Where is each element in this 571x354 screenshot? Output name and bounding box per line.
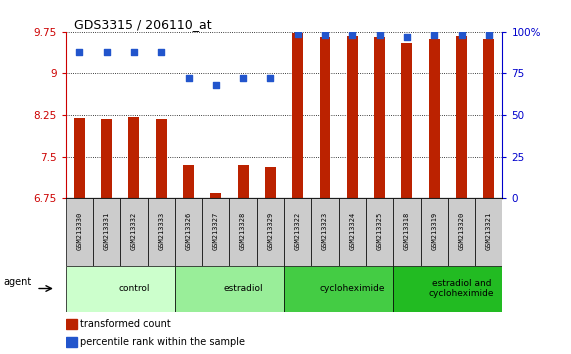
Bar [257,198,284,266]
Bar [66,266,175,312]
Bar [74,118,85,198]
Text: GSM213319: GSM213319 [431,211,437,250]
Text: GSM213325: GSM213325 [377,211,383,250]
Bar [448,198,475,266]
Bar [475,198,502,266]
Bar [120,198,147,266]
Bar [339,198,366,266]
Bar [93,198,120,266]
Bar [320,38,331,198]
Point [484,32,493,38]
Bar [238,165,248,198]
Point [211,82,220,88]
Point [266,76,275,81]
Point [239,76,248,81]
Text: GDS3315 / 206110_at: GDS3315 / 206110_at [74,18,212,31]
Bar [347,36,358,198]
Bar [393,198,421,266]
Point [457,32,466,38]
Point [348,32,357,38]
Bar [156,119,167,198]
Text: agent: agent [3,276,31,287]
Text: control: control [118,284,150,293]
Bar [210,193,222,198]
Text: GSM213320: GSM213320 [459,211,465,250]
Bar [147,198,175,266]
Text: GSM213327: GSM213327 [213,211,219,250]
Bar [66,337,77,347]
Point [429,32,439,38]
Bar [292,33,303,198]
Point [156,49,166,55]
Text: cycloheximide: cycloheximide [320,284,385,293]
Bar [393,266,502,312]
Point [403,34,412,40]
Point [130,49,139,55]
Bar [484,39,494,198]
Text: GSM213332: GSM213332 [131,211,137,250]
Bar [175,198,202,266]
Text: percentile rank within the sample: percentile rank within the sample [79,337,244,347]
Bar [230,198,257,266]
Bar [366,198,393,266]
Bar [101,119,112,198]
Point [184,76,193,81]
Point [375,32,384,38]
Text: GSM213324: GSM213324 [349,211,355,250]
Text: estradiol: estradiol [223,284,263,293]
Point [75,49,84,55]
Text: GSM213330: GSM213330 [77,211,82,250]
Text: GSM213328: GSM213328 [240,211,246,250]
Bar [202,198,230,266]
Bar [421,198,448,266]
Bar [265,167,276,198]
Bar [183,165,194,198]
Bar [66,198,93,266]
Text: GSM213323: GSM213323 [322,211,328,250]
Text: GSM213333: GSM213333 [158,211,164,250]
Bar [175,266,284,312]
Bar [374,38,385,198]
Text: GSM213326: GSM213326 [186,211,191,250]
Text: estradiol and
cycloheximide: estradiol and cycloheximide [429,279,494,298]
Bar [284,198,311,266]
Text: transformed count: transformed count [79,319,170,329]
Point [293,31,302,36]
Text: GSM213321: GSM213321 [486,211,492,250]
Bar [401,43,412,198]
Bar [284,266,393,312]
Text: GSM213318: GSM213318 [404,211,410,250]
Bar [66,319,77,329]
Point [102,49,111,55]
Bar [456,36,467,198]
Point [320,32,329,38]
Text: GSM213329: GSM213329 [267,211,274,250]
Text: GSM213331: GSM213331 [103,211,110,250]
Bar [128,117,139,198]
Bar [429,39,440,198]
Bar [311,198,339,266]
Text: GSM213322: GSM213322 [295,211,301,250]
